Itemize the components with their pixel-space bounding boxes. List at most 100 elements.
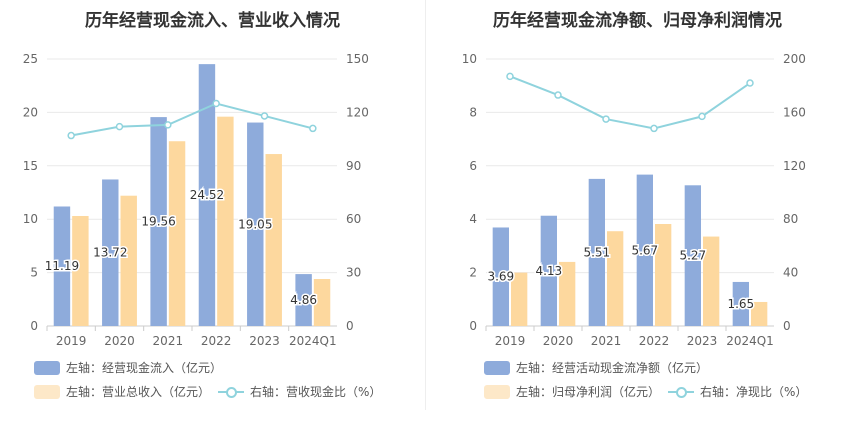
y-left-tick-label: 25	[23, 52, 38, 66]
line-point	[67, 131, 75, 140]
bar-primary	[540, 215, 557, 326]
bar-data-label: 5.67	[631, 243, 658, 257]
bar-secondary	[217, 116, 234, 326]
bar-data-label: 5.51	[583, 245, 610, 259]
y-right-tick-label: 0	[783, 319, 791, 333]
legend-item-bar-secondary[interactable]: 左轴：营业总收入（亿元）	[34, 383, 210, 400]
line-point	[164, 121, 172, 129]
y-left-tick-label: 5	[30, 266, 38, 280]
bar-data-label: 4.13	[535, 264, 562, 278]
y-right-tick-label: 80	[783, 212, 798, 226]
y-left-tick-label: 6	[469, 159, 477, 173]
chart-panel-netcash-profit: 历年经营现金流净额、归母净利润情况 0 0 2 40 4 80 6 120 8 160 10 200 2…	[425, 0, 850, 437]
x-tick-label: 2021	[153, 334, 184, 348]
bar-primary	[102, 179, 119, 326]
bar-primary	[492, 227, 509, 326]
bar-primary	[150, 117, 167, 326]
bar-secondary	[559, 261, 576, 326]
bar-data-label: 1.65	[727, 297, 754, 311]
legend-item-bar-primary[interactable]: 左轴：经营活动现金流净额（亿元）	[484, 359, 708, 376]
y-left-tick-label: 0	[30, 319, 38, 333]
legend-item-bar-secondary[interactable]: 左轴：归母净利润（亿元）	[484, 383, 660, 400]
x-tick-label: 2020	[543, 334, 574, 348]
legend-label: 左轴：营业总收入（亿元）	[66, 385, 211, 399]
line-point	[212, 99, 220, 108]
bar-secondary	[655, 224, 672, 326]
bar-data-label: 19.56	[141, 215, 175, 229]
bar-secondary	[120, 195, 137, 326]
x-tick-label: 2020	[104, 334, 135, 348]
y-left-tick-label: 4	[469, 212, 477, 226]
legend-line-icon	[218, 385, 244, 399]
legend-swatch-blue	[484, 360, 510, 375]
bar-secondary	[511, 272, 528, 326]
legend-label: 左轴：经营现金流入（亿元）	[66, 361, 223, 375]
bar-secondary	[751, 301, 768, 326]
line-point	[650, 124, 658, 133]
legend-item-line[interactable]: 右轴：净现比（%）	[668, 383, 807, 400]
bar-secondary	[265, 154, 282, 326]
y-left-tick-label: 2	[469, 266, 477, 280]
x-tick-label: 2023	[249, 334, 280, 348]
bar-secondary	[72, 215, 89, 326]
bar-primary	[247, 122, 264, 327]
bar-primary	[636, 174, 653, 326]
line-point	[698, 112, 706, 121]
y-right-tick-label: 160	[783, 105, 806, 119]
x-tick-label: 2022	[201, 334, 232, 348]
line-series	[509, 75, 751, 130]
bar-secondary	[607, 231, 624, 326]
bar-primary	[684, 185, 701, 326]
legend-label: 左轴：归母净利润（亿元）	[516, 385, 661, 399]
y-right-tick-label: 90	[346, 159, 361, 173]
x-tick-label: 2023	[687, 334, 718, 348]
legend-line-icon	[668, 385, 694, 399]
bar-primary	[53, 206, 71, 326]
line-point	[260, 112, 269, 120]
legend-item-bar-primary[interactable]: 左轴：经营现金流入（亿元）	[34, 359, 222, 376]
y-left-tick-label: 15	[23, 159, 38, 173]
legend-item-line[interactable]: 右轴：营收现金比（%）	[218, 383, 381, 400]
line-point	[506, 72, 514, 81]
legend-label: 右轴：净现比（%）	[700, 385, 808, 399]
legend-swatch-orange	[484, 384, 510, 399]
chart-title: 历年经营现金流入、营业收入情况	[85, 11, 340, 31]
bar-data-label: 11.19	[45, 259, 79, 273]
bar-secondary	[168, 141, 186, 326]
y-right-tick-label: 150	[346, 52, 369, 66]
y-right-tick-label: 60	[346, 212, 361, 226]
panel-divider	[425, 0, 426, 410]
bar-data-label: 3.69	[487, 270, 514, 284]
legend-swatch-orange	[34, 384, 60, 399]
line-point	[554, 91, 562, 99]
bar-primary	[295, 274, 312, 326]
y-right-tick-label: 120	[783, 159, 806, 173]
line-point	[309, 124, 317, 133]
x-tick-label: 2019	[495, 334, 526, 348]
legend-swatch-blue	[34, 360, 60, 375]
legend-label: 左轴：经营活动现金流净额（亿元）	[516, 361, 709, 375]
legend-label: 右轴：营收现金比（%）	[250, 385, 382, 399]
chart-title: 历年经营现金流净额、归母净利润情况	[493, 11, 782, 31]
y-right-tick-label: 120	[346, 105, 369, 119]
y-left-tick-label: 10	[23, 212, 38, 226]
y-left-tick-label: 20	[23, 105, 38, 119]
bar-data-label: 5.27	[679, 249, 706, 263]
y-left-tick-label: 8	[469, 105, 477, 119]
x-tick-label: 2022	[639, 334, 670, 348]
bar-data-label: 24.52	[190, 188, 224, 202]
bar-data-label: 19.05	[238, 217, 272, 231]
x-tick-label: 2024Q1	[726, 334, 774, 348]
y-right-tick-label: 30	[346, 266, 361, 280]
x-tick-label: 2024Q1	[289, 334, 337, 348]
y-left-tick-label: 0	[469, 319, 477, 333]
line-point	[602, 115, 610, 123]
line-point	[746, 79, 754, 87]
bar-data-label: 13.72	[93, 246, 127, 260]
chart-plot: 0 0 2 40 4 80 6 120 8 160 10 200 2019 3.69 2020 4.13 202…	[462, 52, 806, 348]
x-tick-label: 2019	[56, 334, 87, 348]
y-right-tick-label: 0	[346, 319, 354, 333]
line-series	[70, 102, 314, 137]
y-right-tick-label: 40	[783, 266, 798, 280]
y-right-tick-label: 200	[783, 52, 806, 66]
